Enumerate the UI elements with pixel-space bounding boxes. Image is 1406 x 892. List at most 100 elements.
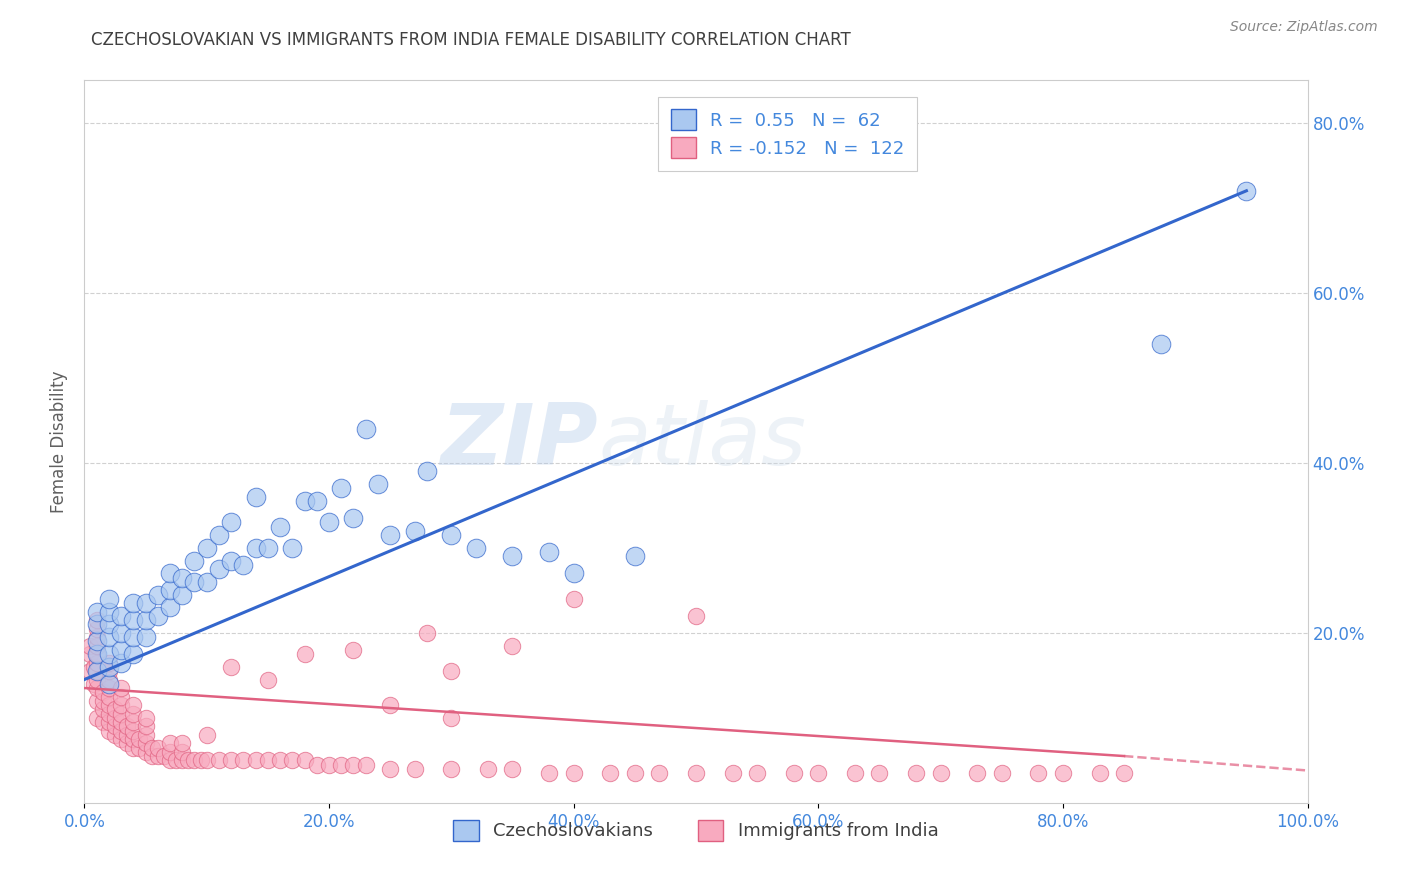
Point	[97, 605, 120, 619]
Point	[135, 613, 157, 627]
Point	[245, 541, 267, 555]
Point	[330, 481, 353, 495]
Point	[97, 677, 120, 691]
Point	[86, 664, 108, 678]
Point	[380, 528, 402, 542]
Point	[122, 647, 145, 661]
Point	[86, 617, 108, 632]
Point	[172, 753, 194, 767]
Point	[305, 494, 328, 508]
Point	[159, 745, 181, 759]
Point	[97, 673, 120, 687]
Point	[104, 719, 127, 733]
Point	[135, 711, 157, 725]
Point	[110, 698, 132, 712]
Point	[624, 766, 647, 780]
Point	[122, 740, 145, 755]
Point	[122, 698, 145, 712]
Point	[1052, 766, 1074, 780]
Point	[172, 745, 194, 759]
Point	[97, 706, 120, 721]
Point	[110, 608, 132, 623]
Point	[305, 757, 328, 772]
Point	[195, 574, 218, 589]
Point	[86, 664, 108, 678]
Point	[404, 762, 426, 776]
Point	[79, 647, 101, 661]
Point	[869, 766, 891, 780]
Point	[86, 681, 108, 695]
Point	[159, 583, 181, 598]
Point	[97, 630, 120, 644]
Point	[245, 490, 267, 504]
Point	[135, 719, 157, 733]
Point	[208, 753, 231, 767]
Point	[1150, 336, 1173, 351]
Point	[135, 736, 157, 750]
Point	[159, 753, 181, 767]
Point	[159, 736, 181, 750]
Point	[135, 630, 157, 644]
Point	[232, 753, 254, 767]
Point	[79, 639, 101, 653]
Point	[219, 516, 242, 530]
Text: ZIP: ZIP	[440, 400, 598, 483]
Point	[97, 591, 120, 606]
Point	[330, 757, 353, 772]
Point	[97, 656, 120, 670]
Point	[245, 753, 267, 767]
Legend: Czechoslovakians, Immigrants from India: Czechoslovakians, Immigrants from India	[446, 813, 946, 848]
Point	[844, 766, 866, 780]
Point	[367, 477, 389, 491]
Point	[747, 766, 769, 780]
Point	[135, 745, 157, 759]
Point	[232, 558, 254, 572]
Point	[721, 766, 744, 780]
Point	[648, 766, 671, 780]
Point	[294, 753, 316, 767]
Point	[97, 660, 120, 674]
Point	[110, 732, 132, 747]
Point	[685, 766, 707, 780]
Point	[91, 714, 114, 729]
Point	[172, 736, 194, 750]
Point	[115, 719, 138, 733]
Point	[219, 553, 242, 567]
Point	[257, 673, 280, 687]
Point	[86, 711, 108, 725]
Point	[219, 753, 242, 767]
Point	[1088, 766, 1111, 780]
Point	[318, 516, 340, 530]
Point	[599, 766, 621, 780]
Point	[153, 749, 176, 764]
Point	[183, 574, 205, 589]
Point	[122, 630, 145, 644]
Point	[477, 762, 499, 776]
Text: CZECHOSLOVAKIAN VS IMMIGRANTS FROM INDIA FEMALE DISABILITY CORRELATION CHART: CZECHOSLOVAKIAN VS IMMIGRANTS FROM INDIA…	[91, 31, 851, 49]
Point	[115, 736, 138, 750]
Point	[159, 600, 181, 615]
Point	[86, 634, 108, 648]
Point	[502, 549, 524, 564]
Point	[83, 660, 105, 674]
Point	[685, 608, 707, 623]
Point	[342, 511, 364, 525]
Point	[440, 528, 463, 542]
Point	[269, 519, 291, 533]
Point	[440, 664, 463, 678]
Point	[538, 545, 561, 559]
Point	[966, 766, 988, 780]
Point	[208, 528, 231, 542]
Point	[342, 642, 364, 657]
Point	[195, 541, 218, 555]
Point	[122, 613, 145, 627]
Point	[86, 656, 108, 670]
Point	[86, 647, 108, 661]
Point	[208, 562, 231, 576]
Point	[380, 698, 402, 712]
Point	[538, 766, 561, 780]
Point	[464, 541, 486, 555]
Point	[146, 588, 169, 602]
Point	[135, 728, 157, 742]
Point	[128, 732, 150, 747]
